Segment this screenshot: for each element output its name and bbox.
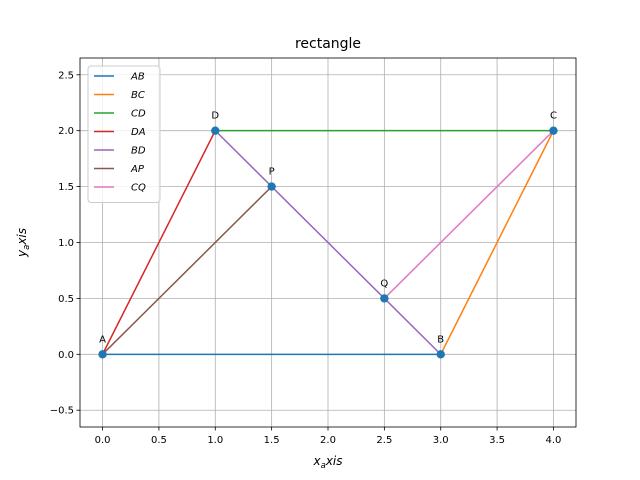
- series-line-bc: [439, 129, 555, 356]
- series-line-bd: [214, 129, 442, 356]
- point-marker-q: [380, 294, 389, 303]
- y-tick-label: 0.0: [58, 350, 74, 361]
- point-label-q: Q: [380, 278, 388, 289]
- point-marker-p: [267, 182, 276, 191]
- y-tick-label: 2.0: [58, 126, 74, 137]
- legend-label-cq: CQ: [131, 183, 146, 194]
- y-axis-title: yaxis: [15, 228, 32, 258]
- x-tick-label: 4.0: [546, 435, 562, 446]
- x-tick-label: 0.5: [151, 435, 167, 446]
- x-tick-label: 3.5: [489, 435, 505, 446]
- ticks-layer: 0.0 0.5 1.0 1.5 2.0 2.5 3.0 3.5 4.0 −0.5 0.0 0.5 1.0…: [50, 70, 562, 446]
- x-axis-title-base: x: [312, 454, 321, 468]
- y-tick-label: 1.5: [58, 182, 74, 193]
- y-axis-title-base: y: [15, 249, 29, 258]
- y-tick-label: 1.0: [58, 238, 74, 249]
- y-tick-label: 2.5: [58, 70, 74, 81]
- series-line-da: [101, 129, 217, 356]
- legend-label-bc: BC: [131, 90, 145, 101]
- x-tick-label: 1.5: [264, 435, 280, 446]
- y-tick-label: 0.5: [58, 294, 74, 305]
- point-label-b: B: [437, 334, 444, 345]
- legend: AB BC CD DA BD AP CQ: [87, 65, 161, 203]
- y-axis-title-sub: a: [22, 245, 32, 250]
- legend-label-ap: AP: [130, 164, 145, 175]
- x-axis-title: xaxis: [312, 454, 342, 471]
- x-tick-label: 3.0: [433, 435, 449, 446]
- x-tick-label: 2.5: [376, 435, 392, 446]
- point-marker-c: [549, 126, 558, 135]
- chart-title: rectangle: [295, 36, 361, 52]
- legend-label-bd: BD: [131, 146, 146, 157]
- point-marker-d: [211, 126, 220, 135]
- series-line-cq: [383, 129, 555, 300]
- legend-label-da: DA: [131, 127, 146, 138]
- series-layer: [101, 129, 555, 356]
- point-marker-a: [98, 350, 107, 359]
- point-label-c: C: [550, 111, 557, 122]
- y-tick-label: −0.5: [50, 406, 74, 417]
- legend-label-cd: CD: [131, 109, 146, 120]
- series-line-ap: [101, 185, 273, 356]
- point-label-p: P: [269, 167, 275, 178]
- y-axis-title-rest: xis: [15, 228, 29, 246]
- point-marker-b: [436, 350, 445, 359]
- x-tick-label: 2.0: [320, 435, 336, 446]
- legend-box: [87, 65, 161, 203]
- x-axis-title-sub: a: [321, 461, 326, 471]
- x-tick-label: 1.0: [207, 435, 223, 446]
- x-axis-title-rest: xis: [325, 454, 343, 468]
- x-tick-label: 0.0: [95, 435, 111, 446]
- point-label-a: A: [99, 334, 106, 345]
- legend-label-ab: AB: [130, 72, 145, 83]
- point-label-d: D: [211, 111, 219, 122]
